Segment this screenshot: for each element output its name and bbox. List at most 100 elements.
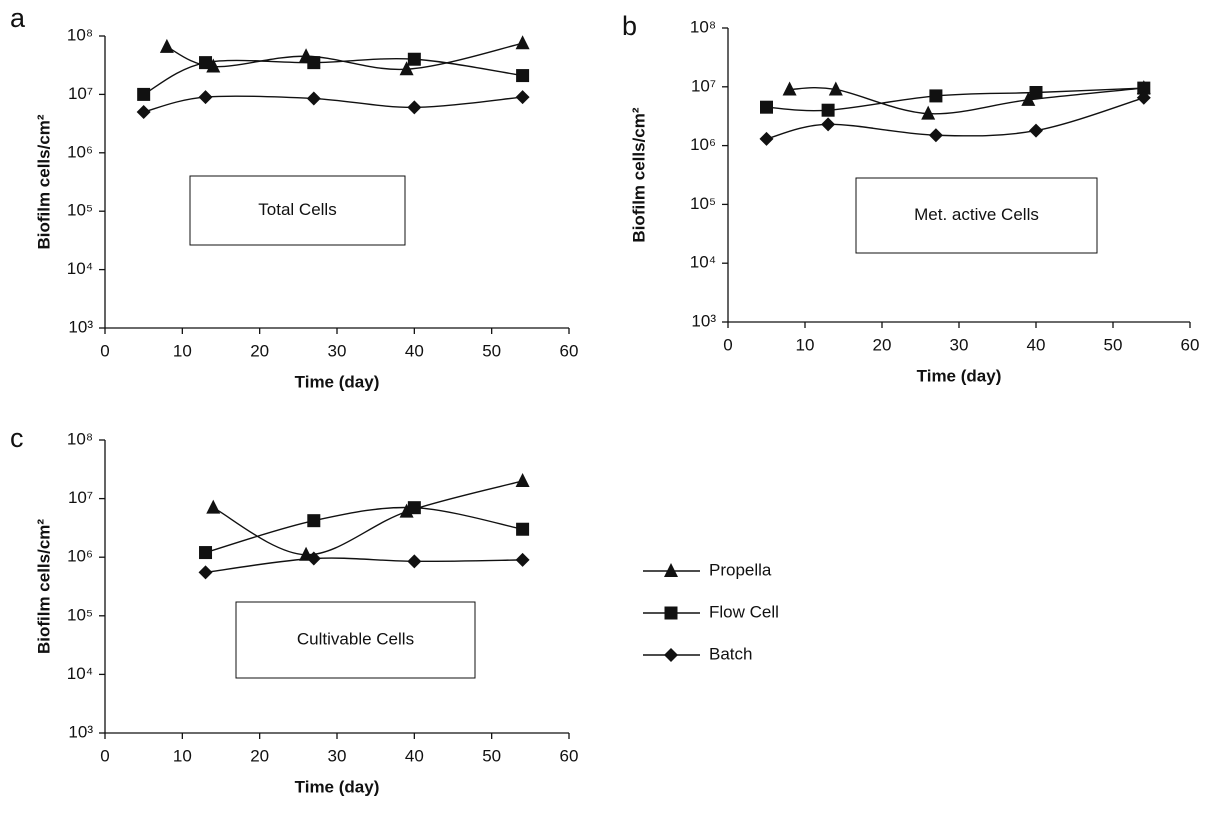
x-tick-label: 20 xyxy=(873,335,892,354)
y-tick-label: 10⁵ xyxy=(67,201,93,220)
y-tick-label: 10⁸ xyxy=(67,25,93,44)
marker-diamond xyxy=(136,104,151,119)
marker-square xyxy=(407,501,421,515)
marker-diamond xyxy=(821,117,836,132)
marker-square xyxy=(407,52,421,66)
panel-label: b xyxy=(622,11,637,41)
marker-diamond xyxy=(664,648,678,662)
series-line xyxy=(205,557,523,574)
x-axis-title: Time (day) xyxy=(917,366,1002,385)
marker-triangle xyxy=(921,105,936,120)
panel: c 10³ 10⁴ 10⁵ 10⁶ 10⁷ 10⁸ 0 10 20 30 40 50 60 Time (da… xyxy=(10,423,779,796)
marker-diamond xyxy=(407,100,422,115)
annotation-box xyxy=(235,601,476,679)
legend-label: Batch xyxy=(709,644,752,663)
annotation: Cultivable Cells xyxy=(297,629,414,648)
x-tick-label: 40 xyxy=(405,341,424,360)
x-axis-title: Time (day) xyxy=(295,372,380,391)
marker-triangle xyxy=(664,563,678,577)
legend-label: Propella xyxy=(709,560,772,579)
panel-label: a xyxy=(10,3,26,33)
y-axis-title: Biofilm cells/cm² xyxy=(34,114,53,249)
x-tick-label: 50 xyxy=(482,341,501,360)
y-axis-title: Biofilm cells/cm² xyxy=(34,519,53,654)
marker-diamond xyxy=(1029,123,1043,138)
y-tick-label: 10⁵ xyxy=(67,605,93,624)
y-tick-label: 10³ xyxy=(691,311,716,330)
marker-diamond xyxy=(759,131,774,146)
marker-square xyxy=(1029,85,1043,99)
marker-diamond xyxy=(306,91,321,106)
marker-triangle xyxy=(828,81,843,96)
marker-square xyxy=(929,89,943,103)
x-tick-label: 0 xyxy=(100,341,109,360)
x-tick-label: 10 xyxy=(173,341,192,360)
y-axis-title: Biofilm cells/cm² xyxy=(629,107,648,242)
x-tick-label: 0 xyxy=(100,746,109,765)
y-tick-label: 10⁷ xyxy=(68,84,93,103)
marker-square xyxy=(307,514,321,528)
marker-square xyxy=(199,56,213,70)
panel: a 10³ 10⁴ 10⁵ 10⁶ 10⁷ 10⁸ 0 10 20 30 40 50 60 Time (da… xyxy=(10,3,578,391)
y-tick-label: 10³ xyxy=(68,317,93,336)
marker-diamond xyxy=(407,554,422,569)
marker-diamond xyxy=(198,565,213,580)
x-tick-label: 30 xyxy=(328,341,347,360)
x-tick-label: 50 xyxy=(1104,335,1123,354)
x-tick-label: 30 xyxy=(950,335,969,354)
x-axis-title: Time (day) xyxy=(295,777,380,796)
series-line xyxy=(205,506,523,554)
x-tick-label: 60 xyxy=(1181,335,1200,354)
marker-square xyxy=(137,87,151,101)
y-tick-label: 10³ xyxy=(68,722,93,741)
marker-triangle xyxy=(399,61,414,76)
x-tick-label: 20 xyxy=(250,341,269,360)
x-tick-label: 50 xyxy=(482,746,501,765)
y-tick-label: 10⁶ xyxy=(690,135,716,154)
marker-triangle xyxy=(206,499,221,514)
marker-diamond xyxy=(306,551,321,566)
series-line xyxy=(212,480,523,556)
marker-diamond xyxy=(515,552,530,567)
marker-square xyxy=(760,100,773,114)
x-tick-label: 30 xyxy=(328,746,347,765)
x-tick-label: 10 xyxy=(796,335,815,354)
marker-diamond xyxy=(1136,90,1151,105)
marker-diamond xyxy=(198,90,213,105)
x-tick-label: 20 xyxy=(250,746,269,765)
marker-square xyxy=(516,69,530,83)
series-line xyxy=(789,87,1144,115)
marker-square xyxy=(516,522,530,536)
annotation-box xyxy=(855,177,1098,254)
x-tick-label: 60 xyxy=(560,341,579,360)
y-tick-label: 10⁸ xyxy=(690,17,716,36)
annotation: Total Cells xyxy=(258,200,336,219)
marker-triangle xyxy=(515,35,530,50)
annotation: Met. active Cells xyxy=(914,205,1039,224)
marker-triangle xyxy=(515,472,530,487)
marker-square xyxy=(307,56,321,70)
x-tick-label: 10 xyxy=(173,746,192,765)
x-tick-label: 60 xyxy=(560,746,579,765)
marker-triangle xyxy=(159,38,174,53)
marker-square xyxy=(821,103,835,117)
panel-label: c xyxy=(10,423,24,453)
marker-square xyxy=(664,606,678,620)
x-tick-label: 0 xyxy=(723,335,732,354)
y-tick-label: 10⁴ xyxy=(67,259,93,278)
marker-triangle xyxy=(782,81,797,96)
marker-diamond xyxy=(515,90,530,105)
y-tick-label: 10⁸ xyxy=(67,429,93,448)
marker-square xyxy=(1137,81,1151,95)
x-tick-label: 40 xyxy=(405,746,424,765)
y-tick-label: 10⁷ xyxy=(691,76,716,95)
y-tick-label: 10⁵ xyxy=(690,194,716,213)
legend-label: Flow Cell xyxy=(709,602,779,621)
series-line xyxy=(166,42,523,71)
y-tick-label: 10⁷ xyxy=(68,488,93,507)
y-tick-label: 10⁶ xyxy=(67,142,93,161)
marker-diamond xyxy=(928,128,943,143)
marker-triangle xyxy=(1021,91,1036,106)
marker-square xyxy=(199,546,213,560)
